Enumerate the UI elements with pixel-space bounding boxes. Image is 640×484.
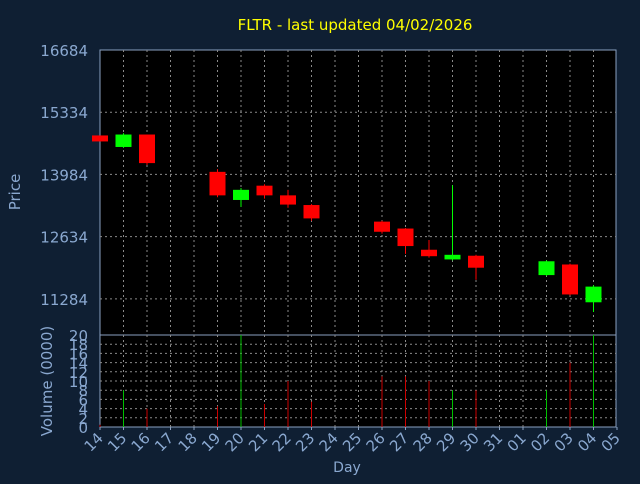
volume-tick-label: 2 [78, 410, 88, 428]
candle-body [397, 228, 414, 247]
x-tick-label: 05 [598, 429, 624, 455]
x-tick-labels: 1415161718192021222324252627282930310102… [81, 427, 624, 455]
price-grid [100, 50, 616, 335]
volume-tick-label: 16 [69, 345, 88, 363]
x-tick-label: 28 [410, 429, 436, 455]
x-axis-label: Day [333, 460, 361, 476]
x-tick-label: 31 [480, 429, 506, 455]
volume-tick-label: 10 [69, 373, 88, 391]
volume-tick-label: 0 [78, 419, 88, 437]
volume-tick-label: 8 [78, 382, 88, 400]
price-tick-label: 15334 [40, 104, 88, 122]
candle-body [421, 249, 437, 257]
x-tick-label: 02 [527, 429, 553, 455]
x-tick-label: 25 [339, 429, 365, 455]
x-tick-label: 29 [433, 429, 459, 455]
x-tick-label: 27 [386, 429, 412, 455]
volume-tick-label: 14 [69, 355, 88, 373]
candle-body [468, 255, 484, 268]
x-tick-label: 21 [245, 429, 271, 455]
x-tick-label: 22 [269, 429, 295, 455]
volume-tick-label: 20 [69, 327, 88, 345]
candle-body [374, 221, 390, 232]
candle-body [233, 189, 249, 200]
price-plot-area [99, 49, 617, 336]
x-tick-label: 03 [551, 429, 577, 455]
candle-body [139, 134, 155, 164]
candle-body [585, 286, 602, 303]
volume-series [99, 335, 594, 427]
x-tick-label: 30 [457, 429, 483, 455]
price-tick-label: 12634 [40, 229, 88, 247]
x-tick-label: 24 [316, 429, 342, 455]
candlestick-series [92, 133, 602, 312]
x-tick-label: 15 [104, 429, 130, 455]
volume-axis-label: Volume (0000) [38, 326, 56, 436]
price-tick-label: 11284 [40, 291, 88, 309]
price-tick-label: 16684 [40, 42, 88, 60]
price-tick-labels: 16684 15334 13984 12634 11284 [40, 42, 88, 309]
price-tick-label: 13984 [40, 166, 88, 184]
x-tick-label: 17 [151, 429, 177, 455]
x-tick-label: 23 [292, 429, 318, 455]
x-tick-label: 19 [198, 429, 224, 455]
candle-body [115, 134, 132, 147]
volume-tick-label: 6 [78, 391, 88, 409]
candle-body [562, 264, 578, 295]
x-tick-label: 16 [128, 429, 154, 455]
x-tick-label: 20 [222, 429, 248, 455]
x-tick-label: 04 [574, 429, 600, 455]
x-tick-label: 18 [175, 429, 201, 455]
candle-body [538, 261, 555, 276]
volume-tick-label: 18 [69, 336, 88, 354]
volume-tick-label: 4 [78, 401, 88, 419]
x-tick-label: 26 [363, 429, 389, 455]
candle-body [303, 205, 320, 219]
candle-body [444, 254, 461, 260]
price-axis-label: Price [6, 174, 24, 211]
candle-body [209, 171, 226, 196]
x-tick-label: 01 [504, 429, 530, 455]
candle-body [92, 135, 108, 142]
candle-body [256, 185, 273, 196]
candle-body [280, 195, 296, 205]
chart-title: FLTR - last updated 04/02/2026 [238, 16, 473, 34]
volume-tick-label: 12 [69, 364, 88, 382]
